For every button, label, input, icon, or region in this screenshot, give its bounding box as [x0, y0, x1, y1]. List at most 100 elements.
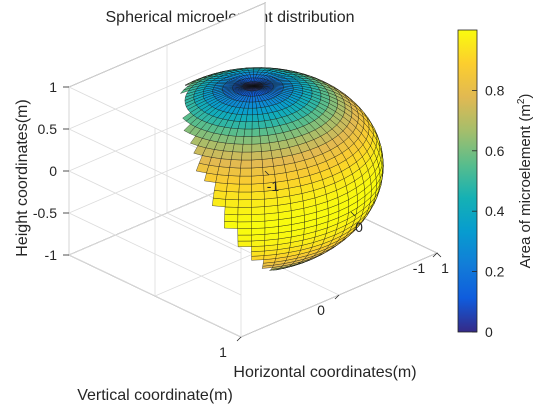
- surface-facet: [251, 250, 265, 257]
- surface-facet: [251, 135, 261, 145]
- surface-facet: [241, 151, 252, 161]
- tick-label: 1: [219, 344, 227, 360]
- surface-facet: [237, 221, 252, 229]
- colorbar-label-main: Area of microelement (m: [517, 104, 534, 268]
- tick-label: -1: [45, 247, 58, 263]
- surface-facet: [246, 108, 253, 115]
- surface-facet: [242, 136, 253, 145]
- surface-facet: [238, 191, 252, 200]
- surface-facet: [224, 221, 238, 229]
- surface-facet: [272, 156, 285, 167]
- surface-facet: [237, 228, 252, 236]
- colorbar-label-superscript: 2: [516, 98, 527, 104]
- surface-facet: [217, 166, 231, 176]
- tick-label: 0: [49, 163, 57, 179]
- surface-facet: [251, 213, 266, 222]
- surface-facet: [225, 191, 240, 200]
- surface-facet: [251, 191, 265, 200]
- surface-facet: [239, 167, 252, 177]
- tick-label: -0.5: [33, 205, 57, 221]
- colorbar: 0 0.2 0.4 0.6 0.8 Area of microelement (m2): [457, 29, 534, 340]
- surface-facet: [229, 159, 242, 169]
- surface-facet: [260, 142, 272, 152]
- surface-facet: [237, 207, 252, 215]
- surface-facet: [237, 240, 252, 247]
- surface-facet: [251, 159, 263, 169]
- surface-facet: [251, 240, 265, 247]
- grid-line: [68, 170, 242, 254]
- grid-line: [68, 128, 242, 212]
- tick-label: 1: [49, 79, 57, 95]
- surface-facet: [245, 114, 253, 122]
- surface-facet: [224, 214, 239, 223]
- chart-title: Spherical microelement distribution: [106, 9, 355, 26]
- tick-label: 1: [441, 260, 449, 276]
- colorbar-tick-label: 0: [485, 324, 493, 340]
- colorbar-tick-label: 0.2: [485, 264, 505, 280]
- surface-facet: [238, 183, 252, 193]
- surface-facet: [213, 190, 227, 200]
- surface-facet: [228, 167, 241, 177]
- surface-facet: [239, 175, 252, 185]
- surface-facet: [372, 128, 378, 141]
- surface-facet: [218, 158, 232, 168]
- surface-facet: [237, 199, 252, 208]
- surface-facet: [251, 245, 265, 252]
- surface-facet: [272, 83, 284, 85]
- sphere-surface: [179, 67, 384, 271]
- surface-facet: [261, 158, 274, 168]
- colorbar-tick-label: 0.6: [485, 143, 505, 159]
- surface-facet: [215, 174, 229, 184]
- surface-facet: [251, 206, 265, 215]
- surface-facet: [251, 220, 266, 229]
- colorbar-tick-label: 0.4: [485, 203, 505, 219]
- surface-facet: [234, 136, 245, 145]
- surface-facet: [264, 197, 278, 207]
- surface-facet: [243, 128, 253, 137]
- surface-facet: [251, 151, 263, 161]
- tick-mark: [436, 252, 442, 258]
- surface-facet: [227, 175, 241, 185]
- surface-facet: [261, 150, 273, 160]
- surface-facet: [264, 205, 279, 215]
- tick-mark: [350, 211, 356, 217]
- surface-facet: [252, 114, 259, 122]
- surface-facet: [251, 234, 266, 242]
- surface-facet: [249, 71, 254, 75]
- surface-facet: [224, 206, 239, 215]
- surface-facet: [251, 183, 265, 193]
- colorbar-tick-label: 0.8: [485, 82, 505, 98]
- axis-ticks: -1 -0.5 0 0.5 1 -1 0 1 -1 0 1: [33, 79, 449, 360]
- grid-line: [68, 44, 266, 130]
- colorbar-gradient: [457, 29, 478, 333]
- z-axis-label: Height coordinates(m): [14, 99, 31, 256]
- tick-mark: [264, 170, 270, 176]
- surface-facet: [232, 143, 244, 153]
- tick-label: 0.5: [38, 121, 58, 137]
- surface-facet: [251, 167, 264, 177]
- x-axis-label: Horizontal coordinates(m): [233, 364, 416, 381]
- tick-mark: [432, 252, 438, 258]
- surface-facet: [251, 227, 266, 236]
- grid-line: [68, 212, 242, 296]
- tick-label: 0: [317, 302, 325, 318]
- colorbar-label-end: ): [517, 94, 534, 99]
- surface-facet: [230, 151, 243, 161]
- surface-facet: [262, 166, 275, 176]
- colorbar-ticks: 0 0.2 0.4 0.6 0.8: [472, 82, 505, 340]
- surface-facet: [251, 198, 265, 208]
- surface-facet: [237, 234, 252, 242]
- colorbar-label: Area of microelement (m2): [516, 94, 534, 269]
- surface-facet: [240, 159, 252, 169]
- surface-facet: [220, 150, 233, 160]
- surface-facet: [251, 143, 262, 153]
- surface-facet: [237, 214, 252, 223]
- y-axis-label: Vertical coordinate(m): [77, 387, 233, 404]
- surface-facet: [251, 175, 264, 185]
- surface-facet: [242, 144, 253, 153]
- surface-facet: [226, 183, 240, 193]
- grid-line: [68, 254, 242, 338]
- tick-label: -1: [267, 178, 280, 194]
- surface-facet: [214, 182, 228, 192]
